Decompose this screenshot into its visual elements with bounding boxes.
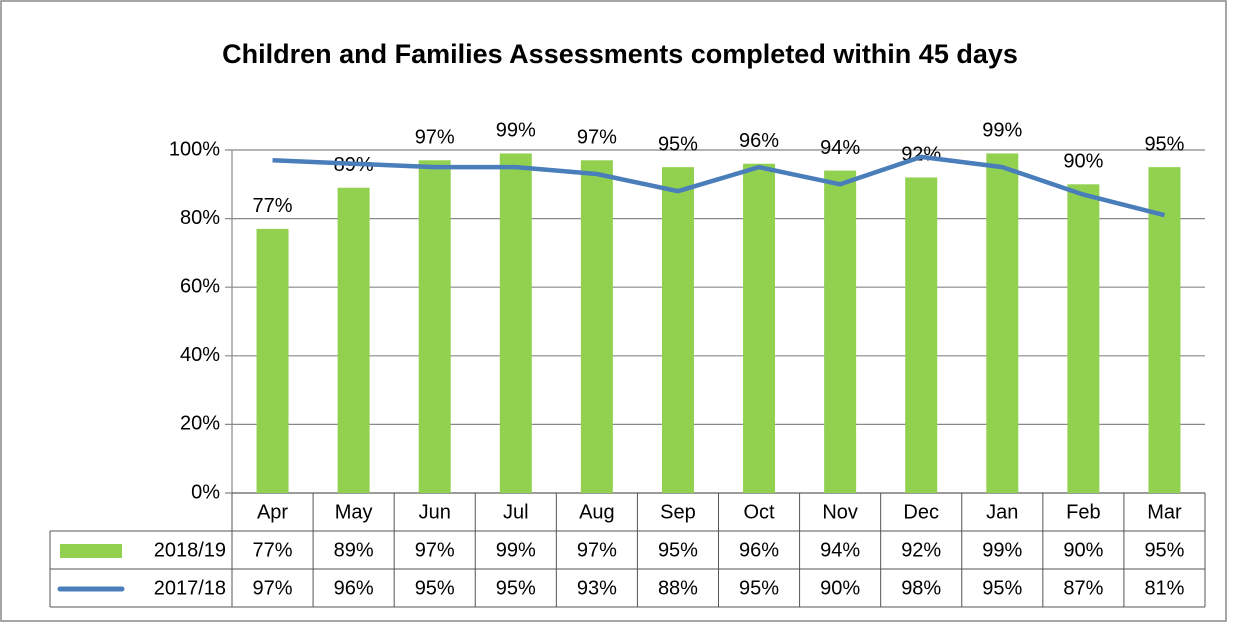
table-cell: 99% [982,539,1022,561]
table-cell: 95% [658,539,698,561]
legend-key [60,544,122,558]
bar [418,160,451,494]
bar [1067,184,1100,494]
y-tick-label: 100% [169,138,220,160]
data-label: 95% [658,133,698,155]
x-tick-label: Jun [419,501,451,523]
x-tick-label: Apr [257,501,288,523]
data-label: 77% [253,195,293,217]
table-cell: 87% [1063,577,1103,599]
table-cell: 90% [820,577,860,599]
x-tick-label: May [335,501,373,523]
data-label: 97% [577,127,617,149]
table-cell: 97% [415,539,455,561]
y-tick-label: 0% [191,481,220,503]
x-tick-label: Sep [660,501,696,523]
data-label: 99% [496,120,536,142]
table-cell: 81% [1144,577,1184,599]
legend-label: 2017/18 [154,577,226,599]
table-cell: 95% [982,577,1022,599]
bar [499,153,532,493]
x-tick-label: Nov [822,501,858,523]
x-tick-label: Jan [986,501,1018,523]
bar [1148,167,1181,493]
table-cell: 97% [253,577,293,599]
table-cell: 95% [1144,539,1184,561]
data-label: 96% [739,130,779,152]
data-label: 90% [1063,151,1103,173]
x-tick-label: Jul [503,501,529,523]
bar [337,187,370,494]
legend-label: 2018/19 [154,539,226,561]
bar [661,167,694,493]
chart-title: Children and Families Assessments comple… [222,39,1018,69]
data-label: 99% [982,120,1022,142]
table-cell: 89% [334,539,374,561]
table-cell: 94% [820,539,860,561]
table-cell: 95% [739,577,779,599]
y-tick-label: 20% [180,413,220,435]
table-cell: 95% [496,577,536,599]
table-cell: 88% [658,577,698,599]
table-cell: 99% [496,539,536,561]
bar [986,153,1019,493]
table-cell: 92% [901,539,941,561]
table-cell: 93% [577,577,617,599]
x-tick-label: Mar [1147,501,1182,523]
table-cell: 77% [253,539,293,561]
x-tick-label: Feb [1066,501,1100,523]
y-tick-label: 40% [180,344,220,366]
bar [256,228,289,493]
bar [905,177,938,493]
data-label: 95% [1144,133,1184,155]
bar [824,170,857,493]
bar [580,160,613,494]
y-tick-label: 80% [180,207,220,229]
bar [743,163,776,493]
x-tick-label: Aug [579,501,615,523]
line [272,154,1166,218]
data-label: 97% [415,127,455,149]
table-cell: 96% [739,539,779,561]
table-cell: 96% [334,577,374,599]
table-cell: 98% [901,577,941,599]
x-tick-label: Dec [903,501,939,523]
data-label: 94% [820,137,860,159]
table-cell: 97% [577,539,617,561]
y-tick-label: 60% [180,275,220,297]
table-cell: 90% [1063,539,1103,561]
x-tick-label: Oct [743,501,775,523]
table-cell: 95% [415,577,455,599]
